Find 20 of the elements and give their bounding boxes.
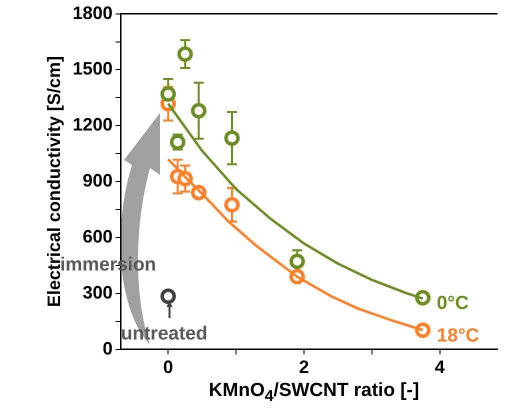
x-tick-label: 0	[163, 357, 174, 378]
point	[160, 288, 176, 304]
y-tick-label: 300	[82, 282, 113, 302]
series-label: 18°C	[436, 325, 480, 346]
y-tick-label: 0	[102, 338, 113, 358]
point	[289, 254, 305, 270]
x-axis-title: KMnO$_{4}$/SWCNT ratio [-]	[208, 380, 420, 406]
point	[190, 103, 206, 118]
y-tick-label: 600	[82, 226, 113, 246]
y-tick-label: 1200	[72, 114, 113, 135]
point	[160, 86, 176, 102]
y-tick-label: 1500	[72, 58, 113, 79]
series-label: 0°C	[436, 292, 469, 314]
point	[177, 46, 193, 62]
point	[224, 196, 240, 212]
x-tick-label: 4	[434, 357, 445, 378]
y-tick-label: 900	[82, 170, 113, 191]
point	[224, 130, 240, 146]
y-tick-label: 1800	[72, 2, 113, 23]
x-tick-label: 2	[298, 357, 309, 378]
